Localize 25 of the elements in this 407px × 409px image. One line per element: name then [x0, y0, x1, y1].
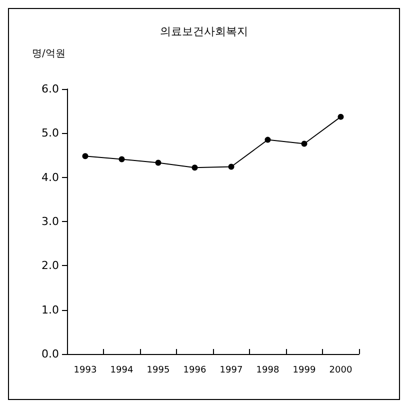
y-tick-label: 6.0: [42, 82, 59, 96]
point: [192, 164, 198, 171]
x-tick-label: 1993: [74, 366, 97, 376]
point: [228, 164, 234, 170]
point: [82, 153, 88, 160]
y-tick-label: 2.0: [42, 259, 59, 272]
point: [118, 156, 125, 162]
x-tick-label: 1994: [110, 366, 134, 376]
point: [338, 114, 344, 120]
y-tick-label: 1.0: [42, 303, 59, 316]
y-tick-label: 5.0: [42, 126, 59, 140]
x-tick-label: 1995: [146, 366, 170, 376]
x-tick-label: 1996: [183, 366, 206, 376]
y-tick-label: 4.0: [42, 170, 59, 184]
point: [155, 160, 162, 166]
point: [301, 140, 308, 147]
x-tick-label: 1998: [256, 366, 280, 376]
chart-title: 의료보건사회복지: [160, 25, 248, 38]
point: [264, 136, 271, 143]
x-tick-label: 1999: [292, 366, 316, 376]
y-tick-label: 0.0: [42, 348, 59, 360]
y-tick-label: 3.0: [42, 215, 59, 228]
x-tick-label: 1997: [220, 366, 243, 376]
y-axis-title: 명/억원: [32, 48, 66, 60]
x-tick-label: 2000: [329, 366, 352, 376]
